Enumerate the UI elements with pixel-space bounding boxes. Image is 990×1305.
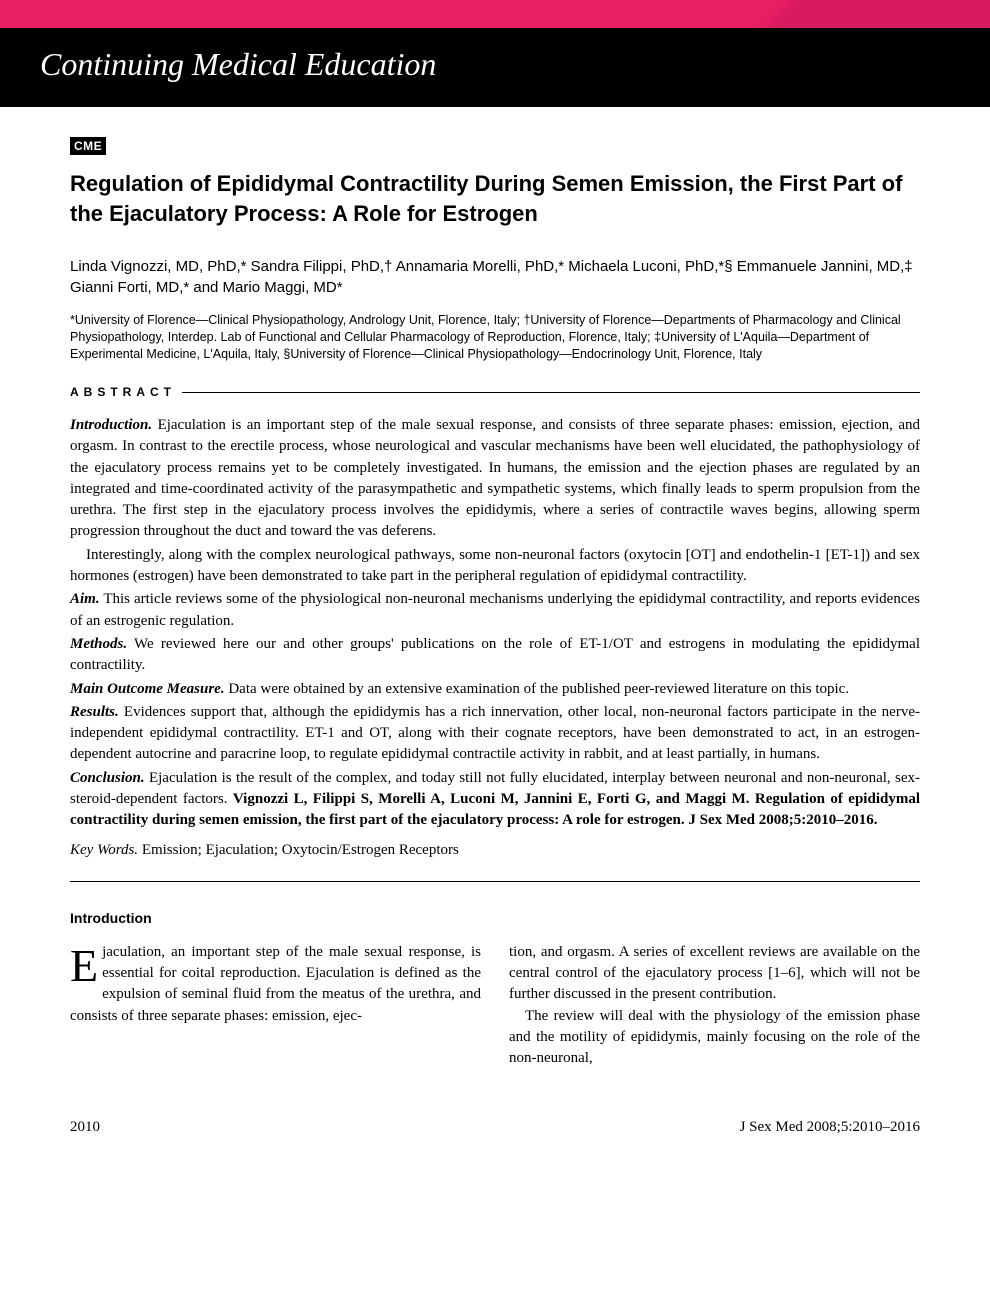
abstract-outcome-label: Main Outcome Measure.: [70, 681, 225, 697]
abstract-aim-label: Aim.: [70, 591, 100, 607]
abstract-outcome-text: Data were obtained by an extensive exami…: [225, 681, 849, 697]
abstract-body: Introduction. Ejaculation is an importan…: [70, 415, 920, 832]
abstract-intro-text: Ejaculation is an important step of the …: [70, 417, 920, 539]
article-title: Regulation of Epididymal Contractility D…: [70, 169, 920, 228]
abstract-outcome: Main Outcome Measure. Data were obtained…: [70, 679, 920, 700]
journal-reference: J Sex Med 2008;5:2010–2016: [740, 1119, 920, 1136]
abstract-conclusion: Conclusion. Ejaculation is the result of…: [70, 768, 920, 832]
body-col1-p1-text: jaculation, an important step of the mal…: [70, 944, 481, 1024]
page-footer: 2010 J Sex Med 2008;5:2010–2016: [0, 1099, 990, 1160]
abstract-intro-label: Introduction.: [70, 417, 152, 433]
page-number: 2010: [70, 1119, 100, 1136]
keywords-text: Emission; Ejaculation; Oxytocin/Estrogen…: [138, 842, 459, 858]
keywords-label: Key Words.: [70, 842, 138, 858]
abstract-heading-row: ABSTRACT: [70, 385, 920, 399]
intro-heading: Introduction: [70, 910, 920, 926]
abstract-results-label: Results.: [70, 704, 119, 720]
keywords-row: Key Words. Emission; Ejaculation; Oxytoc…: [70, 842, 920, 859]
abstract-methods-text: We reviewed here our and other groups' p…: [70, 636, 920, 673]
affiliations: *University of Florence—Clinical Physiop…: [70, 312, 920, 363]
abstract-aim-text: This article reviews some of the physiol…: [70, 591, 920, 628]
page-content: CME Regulation of Epididymal Contractili…: [0, 107, 990, 1099]
body-col1-p1: Ejaculation, an important step of the ma…: [70, 942, 481, 1027]
authors-list: Linda Vignozzi, MD, PhD,* Sandra Filippi…: [70, 256, 920, 298]
body-two-column: Ejaculation, an important step of the ma…: [70, 942, 920, 1070]
abstract-results-text: Evidences support that, although the epi…: [70, 704, 920, 763]
abstract-aim: Aim. This article reviews some of the ph…: [70, 589, 920, 632]
pink-header-band: [0, 0, 990, 28]
abstract-results: Results. Evidences support that, althoug…: [70, 702, 920, 766]
abstract-methods: Methods. We reviewed here our and other …: [70, 634, 920, 677]
abstract-introduction: Introduction. Ejaculation is an importan…: [70, 415, 920, 543]
section-title: Continuing Medical Education: [40, 46, 950, 83]
abstract-heading: ABSTRACT: [70, 385, 176, 399]
abstract-intro-p2: Interestingly, along with the complex ne…: [70, 545, 920, 588]
abstract-end-rule: [70, 881, 920, 882]
abstract-methods-label: Methods.: [70, 636, 127, 652]
dropcap: E: [70, 942, 102, 985]
body-col2-p1: tion, and orgasm. A series of excellent …: [509, 942, 920, 1006]
section-header-black: Continuing Medical Education: [0, 28, 990, 107]
abstract-conclusion-label: Conclusion.: [70, 770, 145, 786]
cme-badge: CME: [70, 137, 106, 155]
abstract-rule: [182, 392, 920, 393]
body-col2-p2: The review will deal with the physiology…: [509, 1006, 920, 1070]
